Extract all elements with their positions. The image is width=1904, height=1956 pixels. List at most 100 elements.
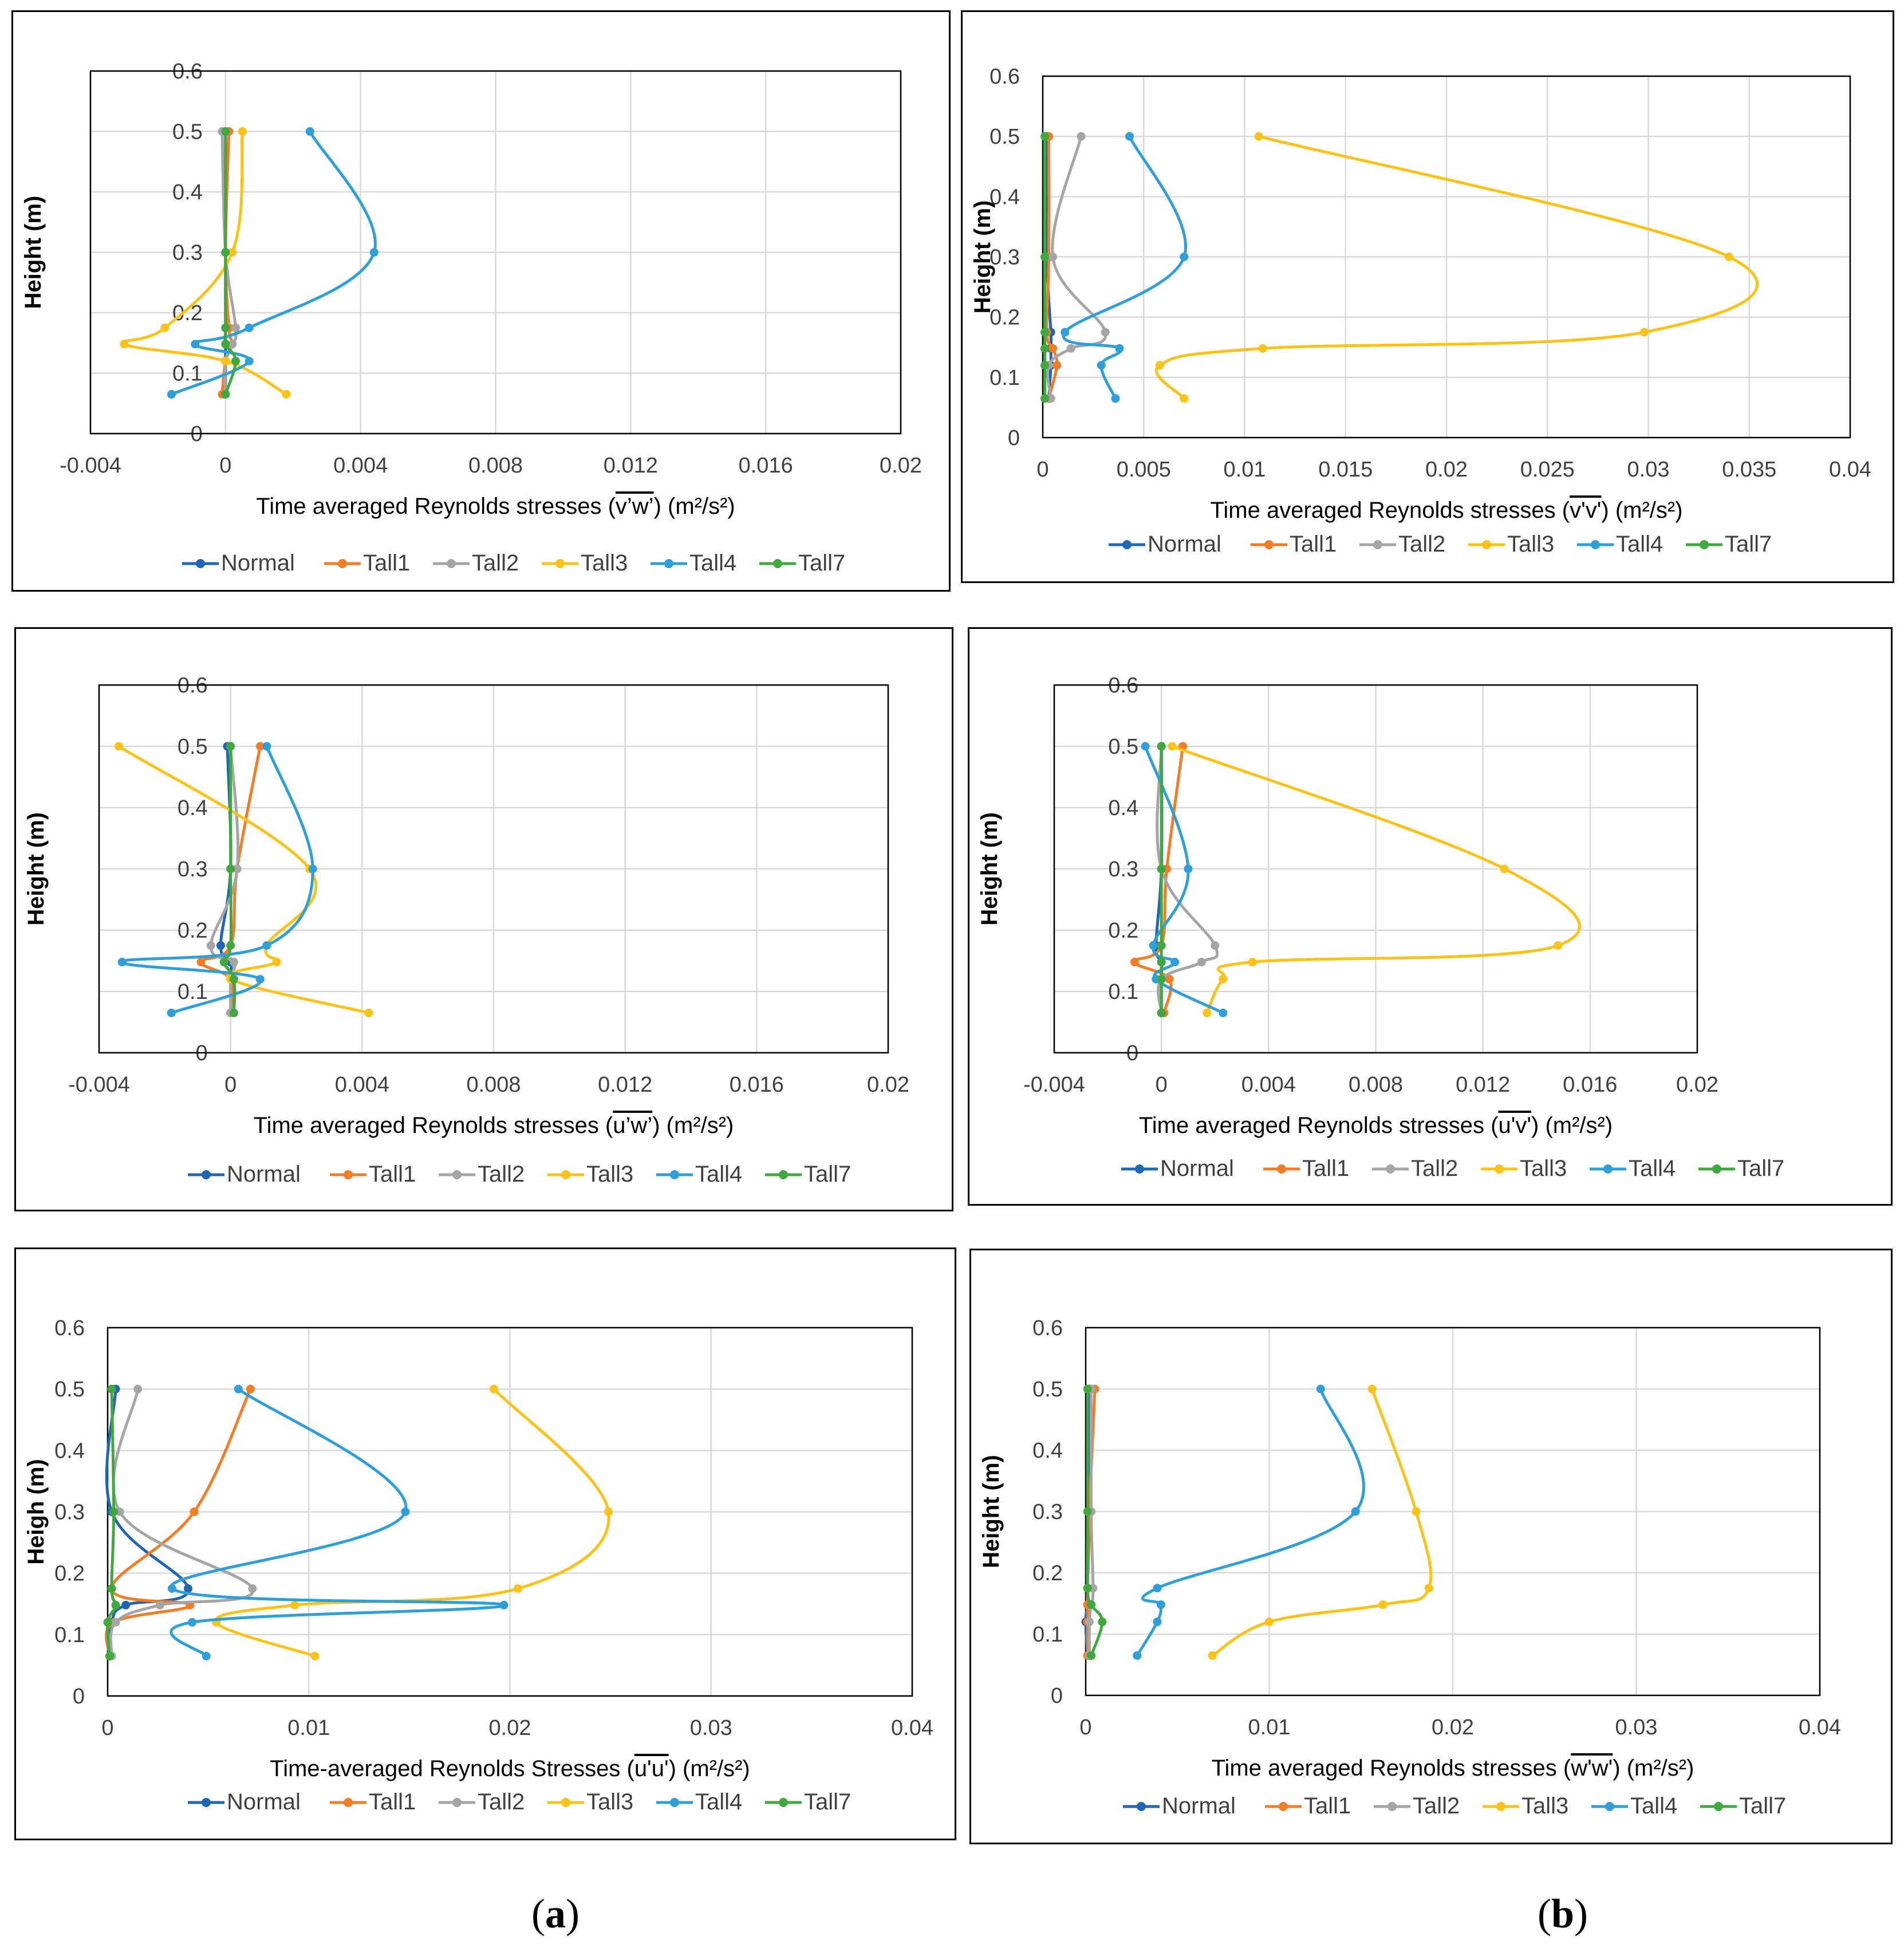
data-point <box>1351 1507 1360 1516</box>
data-point <box>245 323 254 332</box>
legend-marker <box>670 1170 679 1179</box>
data-point <box>489 1384 498 1394</box>
data-point <box>248 1584 257 1593</box>
legend-marker <box>779 1798 788 1807</box>
data-point <box>1219 975 1228 984</box>
series-tall4 <box>1133 1384 1365 1660</box>
data-point <box>514 1584 523 1593</box>
x-axis-title-pre: Time-averaged Reynolds Stresses ( <box>270 1756 634 1781</box>
chart-vw: -0.004 0 0.004 0.008 0.012 0.016 0.0200.10.20.… <box>21 60 922 576</box>
data-point <box>1155 361 1164 370</box>
data-point <box>226 864 235 873</box>
x-axis-title-post: ) (m²/s²) <box>654 494 735 519</box>
legend-marker <box>1482 540 1491 549</box>
legend-marker <box>773 559 782 568</box>
legend-label: Tall4 <box>1629 1156 1676 1181</box>
grid <box>1085 1327 1821 1697</box>
legend-label: Normal <box>1162 1793 1236 1819</box>
x-tick-label: 0.02 <box>1432 1715 1474 1739</box>
x-axis-title-post: ) (m²/s²) <box>1613 1756 1694 1781</box>
legend-label: Tall1 <box>369 1162 416 1187</box>
legend-label: Tall1 <box>369 1789 416 1815</box>
data-point <box>1085 1617 1094 1627</box>
data-point <box>1157 958 1166 967</box>
data-point <box>1130 958 1139 967</box>
data-point <box>1040 132 1050 141</box>
data-point <box>1170 958 1180 967</box>
data-point <box>221 323 230 332</box>
x-tick-label: 0 <box>224 1073 236 1097</box>
y-tick-label: 0.6 <box>990 65 1020 89</box>
legend-marker <box>1712 1164 1721 1174</box>
data-point <box>228 340 237 349</box>
data-point <box>221 127 230 136</box>
y-axis-title: Height (m) <box>970 200 995 314</box>
grid <box>1053 684 1698 1054</box>
legend-label: Tall3 <box>1507 532 1554 557</box>
x-tick-label: 0 <box>1156 1073 1168 1097</box>
x-tick-label: 0 <box>1079 1715 1091 1739</box>
data-point <box>246 1384 255 1394</box>
legend-marker <box>1122 540 1132 549</box>
data-point <box>114 742 123 751</box>
legend-label: Tall3 <box>586 1162 633 1187</box>
series-tall4 <box>167 1384 508 1660</box>
plot-area <box>89 70 902 435</box>
x-axis-title-term: u'u' <box>634 1756 669 1781</box>
y-tick-label: 0.5 <box>178 735 208 759</box>
y-tick-label: 0 <box>73 1685 85 1709</box>
data-point <box>1157 864 1166 873</box>
series-line-tall3 <box>1155 135 1759 400</box>
legend-label: Normal <box>221 550 295 576</box>
data-point <box>167 1584 176 1593</box>
data-point <box>1149 941 1158 950</box>
data-point <box>111 1600 120 1609</box>
data-point <box>1040 253 1050 261</box>
data-point <box>1248 958 1257 967</box>
series-line-normal <box>105 1389 190 1656</box>
legend-marker <box>1603 1164 1613 1174</box>
data-point <box>1157 941 1166 950</box>
y-axis-title: Heigh (m) <box>23 1459 49 1564</box>
y-tick-label: 0.3 <box>54 1501 85 1525</box>
x-tick-label: 0.008 <box>468 454 523 478</box>
data-point <box>117 958 127 967</box>
data-point <box>1500 864 1509 873</box>
chart-panel-uw: -0.004 0 0.004 0.008 0.012 0.016 0.02 0 0.1 0.2 0.… <box>14 627 953 1211</box>
legend-marker <box>555 559 565 568</box>
data-point <box>1412 1507 1421 1516</box>
data-point <box>1208 1651 1217 1660</box>
x-tick-label: 0.012 <box>1456 1073 1510 1097</box>
data-point <box>305 127 314 136</box>
legend-label: Normal <box>227 1162 301 1187</box>
legend: Normal Tall1 Tall2 Tall3 Tall4 Tall7 <box>1123 1793 1786 1819</box>
x-axis-title: Time averaged Reynolds stresses (v’w’) (… <box>256 494 735 519</box>
legend: Normal Tall1 Tall2 Tall3 Tall4 Tall7 <box>182 550 845 576</box>
data-point <box>120 340 129 349</box>
y-tick-label: 0.3 <box>178 857 208 881</box>
data-point <box>1157 975 1166 984</box>
data-point <box>219 958 228 967</box>
x-tick-label: 0.01 <box>1224 458 1266 482</box>
x-axis-title-pre: Time averaged Reynolds stresses ( <box>1212 1756 1571 1781</box>
y-axis-title: Height (m) <box>979 1455 1004 1568</box>
y-axis-title: Height (m) <box>977 812 1002 926</box>
data-point <box>1424 1584 1433 1593</box>
data-point <box>245 356 254 365</box>
series-line-tall4 <box>120 746 314 1014</box>
data-point <box>188 1617 197 1627</box>
y-tick-label: 0.5 <box>1032 1378 1063 1402</box>
data-point <box>604 1508 613 1516</box>
legend-marker <box>1700 540 1709 549</box>
subfigure-label-a-text: a <box>545 1891 566 1937</box>
data-point <box>1046 394 1055 403</box>
data-point <box>1077 132 1086 141</box>
data-point <box>238 127 247 136</box>
data-point <box>255 975 265 984</box>
y-tick-label: 0.3 <box>1108 857 1138 881</box>
series-line-tall3 <box>118 745 369 1014</box>
y-tick-label: 0.3 <box>990 246 1020 270</box>
data-point <box>107 1584 116 1593</box>
data-point <box>1061 328 1070 337</box>
legend-label: Tall7 <box>804 1789 851 1815</box>
